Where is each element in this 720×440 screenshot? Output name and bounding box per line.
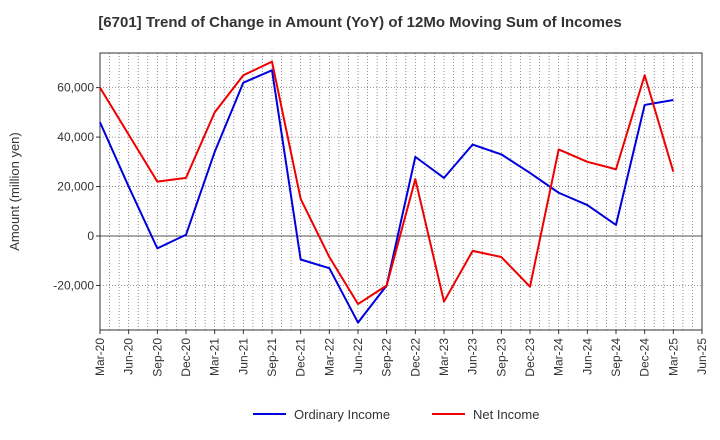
x-tick-label: Mar-21 — [208, 338, 222, 376]
x-tick-label: Dec-23 — [523, 338, 537, 377]
x-tick-label: Jun-22 — [351, 338, 365, 375]
y-tick-label: 0 — [87, 229, 94, 243]
x-tick-label: Jun-23 — [466, 338, 480, 375]
x-tick-label: Dec-22 — [408, 338, 422, 377]
x-tick-label: Jun-20 — [122, 338, 136, 375]
x-tick-label: Sep-24 — [609, 338, 623, 377]
y-axis-title: Amount (million yen) — [7, 132, 22, 251]
x-tick-label: Mar-20 — [93, 338, 107, 376]
y-tick-label: -20,000 — [53, 278, 94, 292]
x-tick-label: Jun-24 — [580, 338, 594, 375]
x-tick-label: Mar-25 — [666, 338, 680, 376]
y-tick-label: 60,000 — [57, 81, 94, 95]
x-tick-label: Sep-23 — [494, 338, 508, 377]
x-tick-label: Mar-23 — [437, 338, 451, 376]
x-tick-label: Sep-22 — [380, 338, 394, 377]
x-tick-label: Dec-20 — [179, 338, 193, 377]
chart-title: [6701] Trend of Change in Amount (YoY) o… — [98, 14, 622, 31]
y-tick-label: 40,000 — [57, 130, 94, 144]
x-tick-label: Mar-22 — [322, 338, 336, 376]
x-tick-label: Dec-21 — [294, 338, 308, 377]
x-tick-label: Sep-20 — [150, 338, 164, 377]
series-line-net-income — [99, 60, 675, 306]
y-tick-label: 20,000 — [57, 180, 94, 194]
x-tick-label: Mar-24 — [552, 338, 566, 376]
x-tick-label: Dec-24 — [638, 338, 652, 377]
x-tick-label: Jun-21 — [236, 338, 250, 375]
legend-label: Net Income — [473, 407, 539, 422]
plot-frame — [99, 52, 703, 331]
legend-label: Ordinary Income — [294, 407, 390, 422]
x-tick-label: Jun-25 — [695, 338, 709, 375]
x-tick-label: Sep-21 — [265, 338, 279, 377]
plot-area — [100, 53, 702, 330]
